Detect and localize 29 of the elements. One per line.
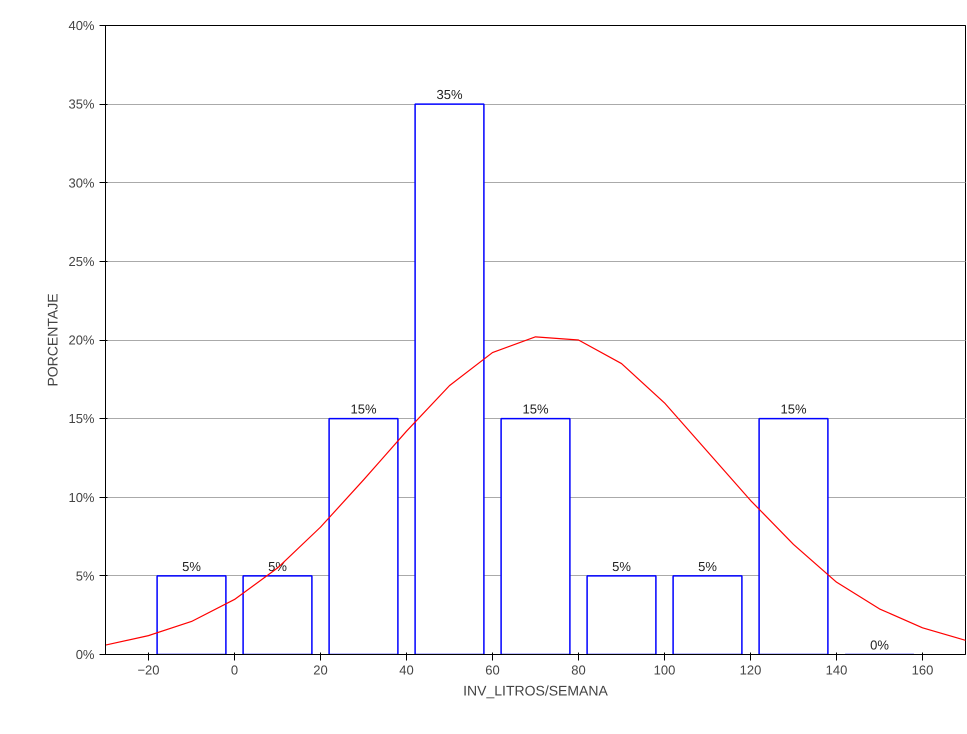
data-label: 15% [780, 402, 807, 417]
y-tick-label: 40% [68, 18, 95, 33]
x-tick-label: 0 [230, 662, 238, 678]
y-tick-label: 25% [68, 254, 95, 269]
y-tick-label: 35% [68, 96, 95, 112]
y-tick-label: 30% [68, 175, 95, 190]
y-tick-label: 5% [76, 568, 95, 584]
y-tick-label: 10% [68, 490, 95, 505]
data-label: 5% [698, 558, 718, 574]
x-tick-label: 100 [654, 662, 676, 678]
x-tick-label: 140 [826, 662, 848, 678]
data-label: 5% [612, 558, 632, 574]
x-tick-label: 40 [399, 662, 414, 678]
x-tick-label: −20 [137, 662, 160, 678]
data-label: 0% [870, 638, 890, 652]
y-tick-label: 15% [68, 411, 95, 426]
y-tick-label: 20% [68, 332, 95, 348]
data-label: 15% [522, 402, 549, 417]
x-tick-label: 80 [571, 662, 586, 678]
data-label: 35% [436, 87, 463, 102]
data-label: 5% [182, 558, 202, 574]
x-tick-label: 20 [313, 662, 328, 678]
x-axis-title: INV_LITROS/SEMANA [463, 682, 609, 698]
y-axis-title: PORCENTAJE [44, 293, 60, 387]
x-tick-label: 160 [912, 662, 934, 678]
data-label: 15% [350, 402, 377, 417]
y-tick-label: 0% [76, 647, 95, 662]
x-tick-label: 60 [485, 662, 500, 678]
x-tick-label: 120 [740, 662, 762, 678]
